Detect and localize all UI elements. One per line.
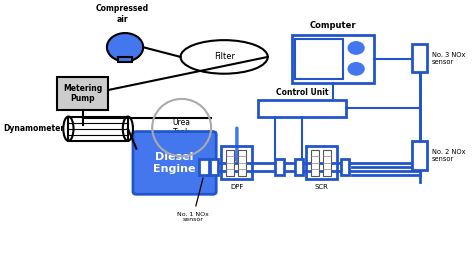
Bar bbox=[238, 150, 246, 176]
Bar bbox=[210, 159, 218, 175]
Bar bbox=[275, 159, 283, 175]
Text: Metering
Pump: Metering Pump bbox=[63, 84, 102, 103]
Bar bbox=[323, 150, 331, 176]
Text: No. 2 NOx
sensor: No. 2 NOx sensor bbox=[432, 149, 465, 162]
Text: Urea
Tank: Urea Tank bbox=[173, 118, 191, 137]
Text: SCR: SCR bbox=[315, 184, 329, 190]
Bar bbox=[295, 39, 343, 79]
Text: Filter: Filter bbox=[214, 52, 235, 62]
Bar bbox=[295, 159, 303, 175]
Bar bbox=[221, 146, 253, 179]
Bar bbox=[68, 117, 128, 141]
Text: Dynamometer: Dynamometer bbox=[3, 124, 64, 133]
Text: Compressed
air: Compressed air bbox=[96, 4, 149, 24]
Bar bbox=[199, 159, 209, 175]
Circle shape bbox=[348, 63, 364, 75]
Bar bbox=[411, 44, 428, 72]
Bar bbox=[340, 159, 349, 175]
FancyBboxPatch shape bbox=[133, 132, 216, 194]
Circle shape bbox=[107, 33, 143, 61]
Bar bbox=[227, 150, 234, 176]
Text: Control Unit: Control Unit bbox=[276, 88, 328, 97]
Bar bbox=[311, 150, 319, 176]
Text: No. 3 NOx
sensor: No. 3 NOx sensor bbox=[432, 52, 465, 64]
Bar bbox=[292, 35, 374, 83]
Text: No. 1 NOx
sensor: No. 1 NOx sensor bbox=[177, 178, 209, 222]
Circle shape bbox=[348, 42, 364, 54]
Text: Computer: Computer bbox=[310, 21, 356, 29]
Bar bbox=[118, 57, 132, 62]
Text: DPF: DPF bbox=[230, 184, 244, 190]
Text: Diesel
Engine: Diesel Engine bbox=[154, 152, 196, 174]
Bar bbox=[258, 100, 346, 117]
Bar bbox=[306, 146, 337, 179]
Bar bbox=[411, 141, 428, 170]
FancyBboxPatch shape bbox=[57, 77, 108, 110]
